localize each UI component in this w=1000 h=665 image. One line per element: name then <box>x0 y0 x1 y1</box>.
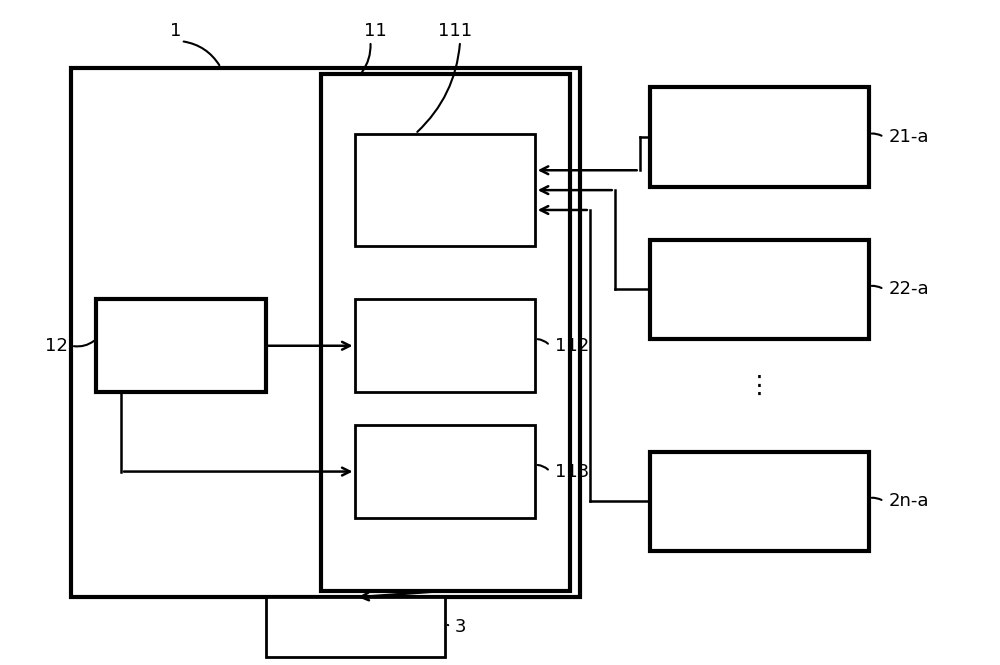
Bar <box>266 597 445 657</box>
Text: 113: 113 <box>555 463 589 481</box>
Bar <box>650 240 869 339</box>
Text: 11: 11 <box>364 22 387 40</box>
Bar <box>355 134 535 247</box>
Bar <box>650 88 869 187</box>
Text: 21-a: 21-a <box>889 128 929 146</box>
Text: 112: 112 <box>555 336 589 354</box>
Bar <box>96 299 266 392</box>
Text: 3: 3 <box>455 618 467 636</box>
Text: 22-a: 22-a <box>889 281 930 299</box>
Text: 111: 111 <box>438 22 472 40</box>
Bar <box>355 299 535 392</box>
Text: ⋮: ⋮ <box>747 374 772 398</box>
Text: 2n-a: 2n-a <box>889 492 929 510</box>
Bar <box>355 425 535 518</box>
Bar <box>71 68 580 597</box>
Text: 1: 1 <box>170 22 182 40</box>
Bar <box>650 452 869 551</box>
Text: 12: 12 <box>45 336 68 354</box>
Bar <box>320 74 570 591</box>
